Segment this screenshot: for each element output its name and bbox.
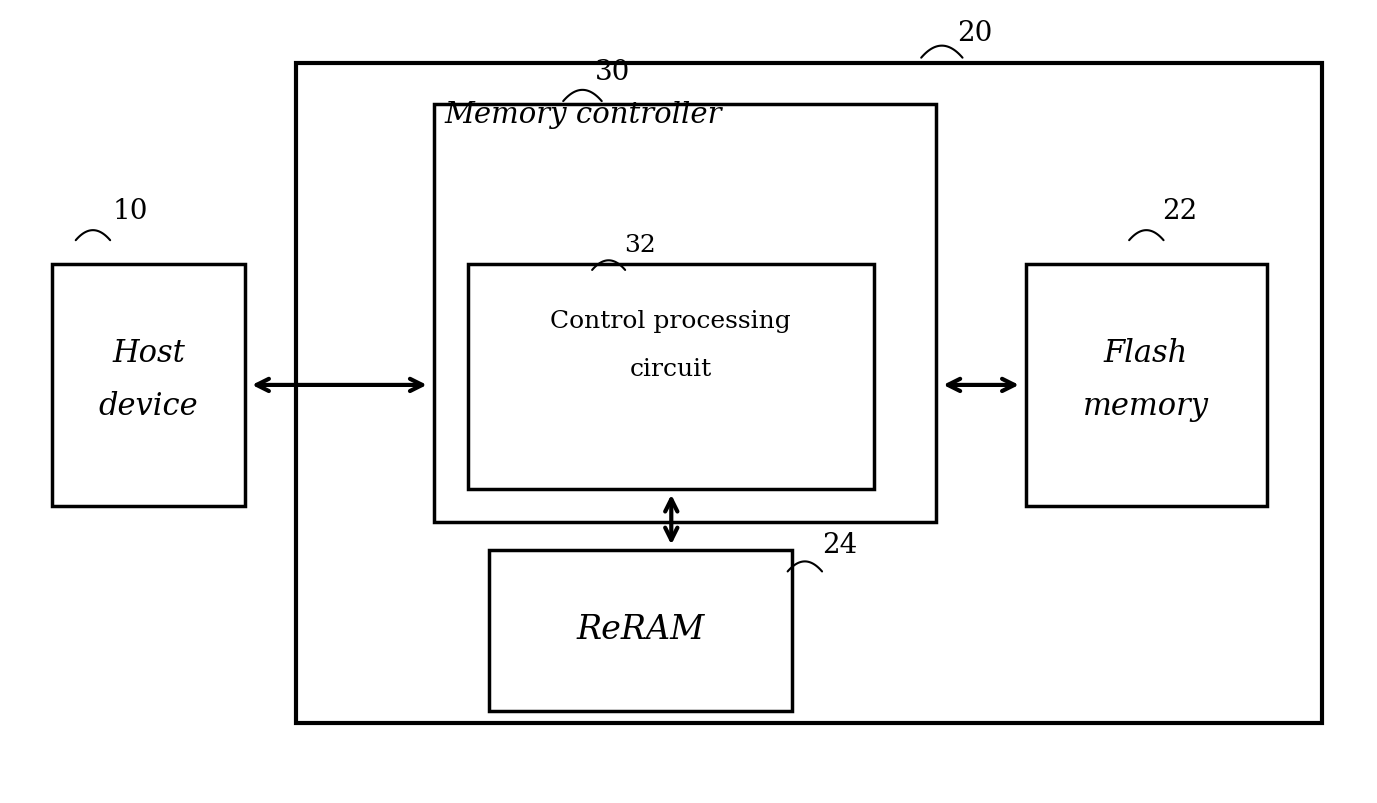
Text: 30: 30 [595, 59, 631, 86]
Text: device: device [99, 390, 198, 421]
Text: memory: memory [1082, 390, 1209, 421]
Bar [1026, 265, 1267, 506]
Bar [296, 64, 1322, 723]
Bar [489, 550, 792, 711]
Text: 24: 24 [822, 531, 858, 558]
Bar [434, 104, 936, 522]
Text: 22: 22 [1162, 198, 1198, 225]
Text: 32: 32 [624, 234, 655, 257]
Text: Control processing: Control processing [551, 310, 790, 332]
Text: circuit: circuit [629, 358, 712, 381]
Text: Host: Host [113, 338, 185, 369]
Text: Flash: Flash [1103, 338, 1188, 369]
Text: ReRAM: ReRAM [576, 613, 705, 645]
Text: 10: 10 [113, 198, 149, 225]
Bar [52, 265, 245, 506]
Text: 20: 20 [957, 19, 993, 47]
Text: Memory controller: Memory controller [445, 100, 723, 128]
Bar [468, 265, 874, 490]
